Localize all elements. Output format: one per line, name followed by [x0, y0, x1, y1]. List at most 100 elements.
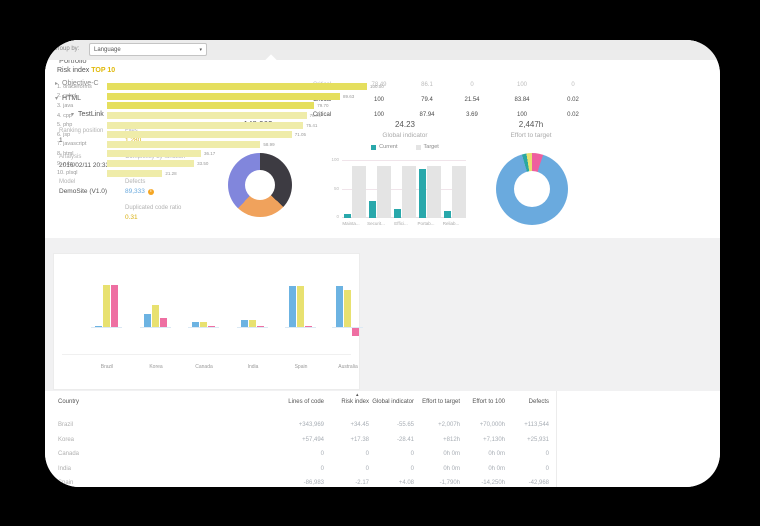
bar-current	[369, 200, 376, 218]
x-label: Portab...	[417, 221, 435, 226]
cell: 0	[545, 465, 549, 472]
tree-item-label: HTML	[62, 95, 82, 102]
top10-label: 3. java	[57, 102, 74, 109]
detail-value: 0.31	[125, 213, 138, 221]
bar	[107, 121, 304, 129]
column-header[interactable]: Effort to target	[422, 399, 460, 405]
table-row[interactable]: Critical 100 87.94 3.69 100 0.02	[290, 112, 602, 118]
cell: 0	[571, 82, 575, 88]
column-header[interactable]: Defects	[528, 399, 549, 405]
top10-row: 3. java 79.70	[45, 101, 720, 111]
bar-value: 58.99	[263, 141, 275, 147]
chevron-down-icon[interactable]: ▾	[71, 112, 75, 118]
top10-label: 8. html	[57, 150, 74, 157]
bar-group	[369, 165, 391, 218]
cell: 100	[516, 112, 527, 118]
tree-item-objective-c[interactable]: ▸ Objective-C	[55, 80, 99, 87]
bar-current	[394, 209, 401, 218]
cell: -42,968	[528, 480, 549, 486]
column-header[interactable]: Risk index	[341, 399, 369, 405]
bar-current	[344, 213, 351, 218]
column-header[interactable]: Global indicator	[372, 399, 414, 405]
cell: +7,130h	[483, 436, 505, 443]
cell: Brazil	[58, 422, 74, 428]
country-chart-panel: Brazil Korea Canada India Spain Australi…	[53, 253, 363, 390]
bar	[305, 325, 312, 327]
bar-target	[427, 165, 441, 218]
detail-duplicated-code-ratio: Duplicated code ratio 0.31	[125, 205, 235, 221]
top10-row: 9. ruby 33.50	[45, 159, 720, 169]
cell: 3.69	[466, 112, 478, 118]
x-label: Mainta...	[342, 221, 360, 226]
cell: 0	[410, 465, 414, 472]
cell: -55.65	[396, 422, 414, 428]
cell: +343,969	[298, 422, 324, 428]
column-header[interactable]: Country	[58, 399, 80, 405]
bar	[241, 320, 248, 327]
x-label: Spain	[294, 364, 308, 370]
column-header[interactable]: Lines of code	[288, 399, 324, 405]
info-icon[interactable]: i	[147, 188, 154, 195]
donut-hole	[245, 170, 275, 200]
cell: 0	[365, 451, 369, 457]
legend-item-current[interactable]: Current	[371, 144, 398, 150]
global-indicator-legend: Current Target	[340, 144, 470, 150]
cell: 87.94	[419, 112, 435, 118]
divider	[62, 354, 351, 355]
table-row[interactable]: Critical 100 79.4 21.54 83.84 0.02	[290, 97, 602, 103]
sort-asc-icon[interactable]: ▴	[356, 392, 359, 398]
cell: 21.54	[464, 97, 480, 103]
table-row: Spain -86,983 -2.17 +4.08 -1,790h -14,25…	[58, 480, 556, 486]
global-indicator-label: Global indicator	[382, 132, 428, 139]
bar-group	[344, 165, 366, 218]
chevron-right-icon[interactable]: ▸	[55, 81, 59, 87]
global-indicator-chart	[342, 160, 466, 218]
axis-tick	[285, 327, 316, 328]
bar	[160, 318, 167, 327]
cell: -1,790h	[439, 480, 460, 486]
legend-item-target[interactable]: Target	[415, 144, 439, 150]
y-tick: 50	[333, 186, 339, 191]
top10-row: 1. oracleforms 100.00	[45, 82, 720, 92]
bar	[107, 83, 367, 91]
axis-tick	[91, 327, 122, 328]
bar	[249, 320, 256, 327]
top10-row: 10. plsql 21.28	[45, 168, 720, 178]
top10-title: Risk index TOP 10	[57, 67, 115, 74]
cell: +2,007h	[438, 422, 460, 428]
cell: 0	[320, 451, 324, 457]
detail-label: Defects	[125, 179, 146, 186]
bar-current	[419, 168, 426, 218]
dashboard-card: Portfolio ▸ Objective-C ▾ HTML ▾ TestLin…	[45, 40, 720, 487]
cell: -86,983	[303, 480, 324, 486]
gridline	[342, 160, 466, 161]
bar	[144, 314, 151, 327]
top10-row: 8. html 36.17	[45, 149, 720, 159]
global-indicator-value: 24.23	[394, 120, 416, 129]
bar	[297, 286, 304, 327]
table-row: India 0 0 0 0h 0m 0h 0m 0	[58, 466, 556, 472]
cell: 83.84	[514, 97, 530, 103]
global-indicator-kpi: 24.23 Global indicator	[340, 120, 470, 139]
cell: +57,494	[302, 436, 324, 443]
cell: 0	[545, 451, 549, 457]
legend-target-swatch	[415, 144, 421, 150]
table-row: Canada 0 0 0 0h 0m 0h 0m 0	[58, 451, 556, 457]
effort-kpi: 2,447h Effort to target	[471, 120, 591, 139]
country-table-panel: ▴ Country Lines of code Risk index Globa…	[45, 391, 720, 487]
groupby-dropdown[interactable]: Language ▾	[89, 43, 207, 56]
effort-value: 2,447h	[518, 120, 544, 129]
legend-label: Current	[379, 144, 398, 150]
top10-label: 10. plsql	[57, 170, 78, 177]
top10-row: 2. cobol 89.63	[45, 92, 720, 102]
cell: 78.49	[371, 82, 387, 88]
tree-item-html[interactable]: ▾ HTML	[55, 95, 81, 102]
chevron-down-icon[interactable]: ▾	[55, 96, 59, 102]
top10-label: 4. cpp	[57, 112, 72, 119]
tree-item-testlink[interactable]: ▾ TestLink	[71, 111, 104, 118]
column-header[interactable]: Effort to 100	[472, 399, 505, 405]
detail-column-left: Ranking position 1 Analysis 2016/02/11 2…	[59, 128, 123, 205]
bar	[107, 92, 341, 100]
bar	[152, 305, 159, 327]
top10-row: 6. jsp 71.05	[45, 130, 720, 140]
